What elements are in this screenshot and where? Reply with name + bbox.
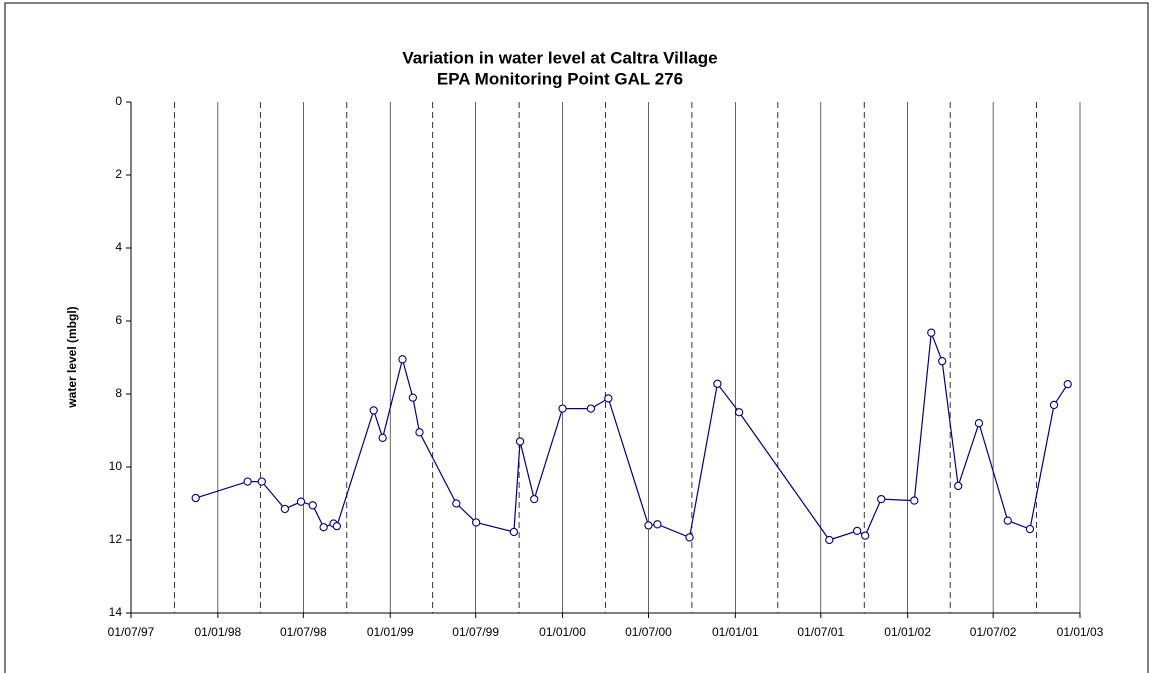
data-point bbox=[558, 404, 567, 413]
data-point bbox=[910, 496, 919, 505]
data-point bbox=[825, 535, 834, 545]
data-point bbox=[398, 355, 407, 364]
y-tick-label: 4 bbox=[115, 240, 122, 254]
y-tick-label: 10 bbox=[109, 459, 123, 473]
data-point bbox=[332, 521, 342, 531]
y-tick-label: 0 bbox=[115, 94, 122, 108]
data-point bbox=[644, 521, 653, 530]
x-tick-label: 01/07/02 bbox=[970, 625, 1017, 639]
data-point bbox=[713, 379, 722, 388]
data-point bbox=[280, 504, 290, 514]
data-point bbox=[319, 523, 328, 532]
data-point bbox=[586, 404, 596, 413]
chart-frame bbox=[4, 2, 1149, 673]
y-tick-label: 2 bbox=[115, 167, 122, 181]
data-point bbox=[937, 356, 947, 366]
data-point bbox=[471, 518, 481, 527]
data-point bbox=[974, 419, 984, 428]
marks bbox=[191, 328, 1072, 545]
data-point bbox=[877, 494, 886, 504]
data-point bbox=[515, 437, 525, 446]
x-tick-label: 01/07/01 bbox=[797, 625, 844, 639]
y-tick-label: 6 bbox=[115, 313, 122, 327]
y-tick-label: 14 bbox=[109, 605, 123, 619]
data-point bbox=[369, 406, 378, 415]
data-point bbox=[243, 477, 252, 486]
chart-subtitle: EPA Monitoring Point GAL 276 bbox=[437, 69, 683, 88]
y-tick-label: 12 bbox=[109, 532, 123, 546]
data-point bbox=[408, 393, 418, 402]
y-axis-label: water level (mbgl) bbox=[65, 306, 79, 408]
data-point bbox=[296, 497, 306, 506]
y-tick-label: 8 bbox=[115, 386, 122, 400]
x-tick-label: 01/01/01 bbox=[712, 625, 759, 639]
data-point bbox=[604, 394, 613, 403]
x-tick-label: 01/07/97 bbox=[108, 625, 155, 639]
data-point bbox=[452, 499, 461, 508]
x-tick-label: 01/01/98 bbox=[195, 625, 242, 639]
grid bbox=[126, 101, 1081, 618]
data-point bbox=[308, 501, 317, 510]
x-tick-label: 01/07/98 bbox=[280, 625, 327, 639]
x-tick-label: 01/01/00 bbox=[539, 625, 586, 639]
data-point bbox=[734, 408, 744, 417]
data-point bbox=[1025, 524, 1035, 534]
data-point bbox=[1049, 400, 1059, 410]
data-point bbox=[1063, 379, 1072, 389]
data-line bbox=[195, 332, 1069, 541]
chart-title: Variation in water level at Caltra Villa… bbox=[402, 48, 717, 67]
data-point bbox=[927, 328, 936, 337]
data-point bbox=[191, 493, 200, 503]
data-point bbox=[685, 533, 694, 542]
data-point bbox=[1003, 516, 1012, 525]
x-tick-label: 01/01/03 bbox=[1057, 625, 1104, 639]
x-tick-label: 01/07/99 bbox=[452, 625, 499, 639]
data-point bbox=[954, 481, 963, 491]
data-point bbox=[861, 531, 870, 540]
data-point bbox=[653, 520, 662, 529]
data-point bbox=[415, 428, 424, 437]
x-tick-label: 01/01/02 bbox=[884, 625, 931, 639]
x-tick-label: 01/07/00 bbox=[625, 625, 672, 639]
data-point bbox=[853, 526, 862, 536]
data-point bbox=[257, 477, 266, 486]
data-point bbox=[509, 527, 519, 537]
x-tick-label: 01/01/99 bbox=[367, 625, 414, 639]
data-point bbox=[378, 433, 387, 442]
data-point bbox=[530, 494, 539, 504]
